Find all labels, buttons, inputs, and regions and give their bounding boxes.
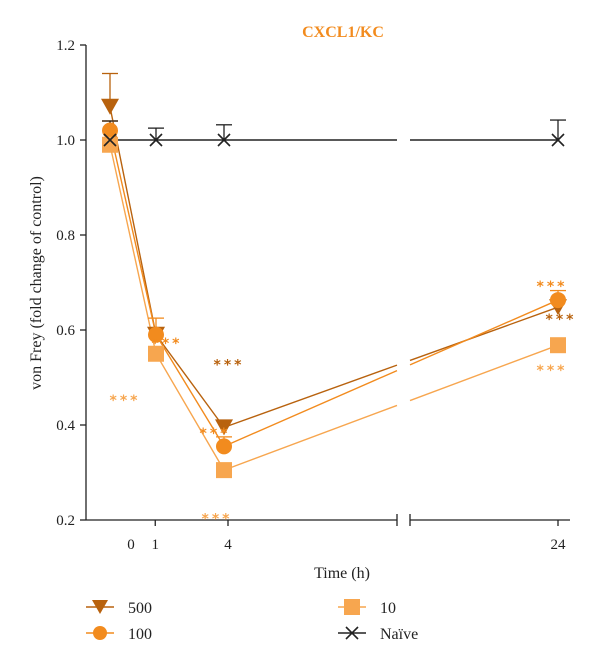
significance-label: *** <box>110 393 141 409</box>
significance-label: *** <box>200 426 231 442</box>
legend-label: Naïve <box>380 626 418 643</box>
series-line-500-a <box>223 364 398 429</box>
series-line-500 <box>109 106 225 428</box>
series-line-10-b <box>409 344 559 402</box>
point-100-3 <box>550 292 566 309</box>
legend-label: 10 <box>380 600 396 617</box>
significance-label: *** <box>537 363 568 379</box>
error-bars <box>102 72 566 447</box>
significance-label: *** <box>202 512 233 528</box>
significance-label: *** <box>152 336 183 352</box>
x-axis-title: Time (h) <box>314 565 370 582</box>
legend-label: 500 <box>128 600 152 617</box>
significance-label: *** <box>537 279 568 295</box>
point-500-0 <box>101 98 119 115</box>
y-axis-title: von Frey (fold change of control) <box>28 176 45 390</box>
significance-label: *** <box>214 357 245 373</box>
x-tick-label: 0 <box>127 537 135 553</box>
legend-label: 100 <box>128 626 152 643</box>
legend-marker-100 <box>93 626 107 640</box>
legend-marker-10 <box>344 599 360 615</box>
y-tick-label: 0.8 <box>56 228 75 244</box>
data-markers <box>101 98 567 479</box>
series-lines <box>109 106 559 471</box>
point-100-0 <box>102 122 118 139</box>
x-tick-label: 24 <box>551 537 567 553</box>
significance-label: *** <box>546 312 577 328</box>
legend-marker-500 <box>92 600 108 614</box>
point-10-2 <box>216 462 232 479</box>
series-line-10-a <box>223 404 398 471</box>
y-tick-label: 1.0 <box>56 133 75 149</box>
point-Naïve-0 <box>103 133 117 147</box>
point-Naïve-3 <box>551 133 565 147</box>
y-tick-label: 0.2 <box>56 513 75 529</box>
legend-marker-Naïve <box>345 626 359 640</box>
chart-title: CXCL1/KC <box>302 24 384 41</box>
axes: 0.2 0.4 0.6 0.8 1.0 1.2 0 1 4 24 <box>56 38 570 553</box>
y-tick-label: 0.4 <box>56 418 75 434</box>
y-tick-label: 0.6 <box>56 323 75 339</box>
point-500-2 <box>215 419 233 436</box>
legend: 500 100 10 Naïve <box>86 599 418 643</box>
series-line-100-a <box>223 369 398 448</box>
y-tick-label: 1.2 <box>56 38 75 54</box>
point-10-0 <box>102 136 118 153</box>
x-tick-label: 1 <box>152 537 160 553</box>
point-10-1 <box>148 345 164 362</box>
point-Naïve-1 <box>149 133 163 147</box>
point-100-2 <box>216 438 232 455</box>
point-10-3 <box>550 337 566 354</box>
series-line-100-b <box>409 299 559 366</box>
series-line-500-b <box>409 306 559 362</box>
x-tick-label: 4 <box>224 537 232 553</box>
significance-annotations: *** *** *** *** *** *** *** *** <box>110 279 577 528</box>
point-100-1 <box>148 326 164 343</box>
point-Naïve-2 <box>217 133 231 147</box>
